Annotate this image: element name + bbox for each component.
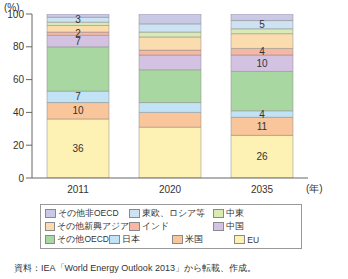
svg-text:2020: 2020 [159, 184, 182, 195]
html-text:米国: 米国 [184, 233, 203, 244]
svg-text:4: 4 [259, 109, 265, 120]
html-text:中国: 中国 [226, 220, 244, 231]
svg-text:26: 26 [256, 151, 268, 162]
svg-text:7: 7 [75, 35, 81, 47]
html-text:中東: 中東 [226, 207, 244, 218]
svg-text:11: 11 [257, 121, 268, 132]
svg-text:60: 60 [13, 74, 25, 85]
svg-text:100: 100 [8, 9, 24, 20]
svg-text:5: 5 [259, 19, 265, 30]
html-text:日本: 日本 [122, 233, 140, 244]
html-text:その他新興アジア: その他新興アジア [57, 220, 129, 231]
svg-text:7: 7 [75, 91, 81, 102]
svg-text:2035: 2035 [251, 184, 274, 195]
svg-text:40: 40 [13, 107, 25, 118]
svg-text:10: 10 [256, 58, 268, 69]
html-text:(年): (年) [306, 183, 323, 194]
svg-text:80: 80 [13, 41, 25, 52]
svg-text:3: 3 [75, 14, 81, 25]
html-text:EU: EU [247, 234, 260, 245]
svg-text:2: 2 [75, 28, 81, 39]
html-text:資料：IEA「World Energy Outlook 20: 資料：IEA「World Energy Outlook 2013」から転載、作成… [14, 263, 256, 273]
svg-text:0: 0 [18, 173, 24, 184]
svg-text:4: 4 [259, 46, 265, 57]
svg-text:36: 36 [72, 143, 84, 154]
svg-text:20: 20 [13, 140, 25, 151]
html-text:インド: インド [142, 220, 169, 231]
html-text:その他非OECD: その他非OECD [58, 207, 119, 218]
html-text:東欧、ロシア等: 東欧、ロシア等 [142, 207, 205, 218]
html-text:その他OECD: その他OECD [57, 233, 109, 244]
svg-text:2011: 2011 [67, 184, 89, 195]
svg-text:10: 10 [72, 105, 84, 116]
